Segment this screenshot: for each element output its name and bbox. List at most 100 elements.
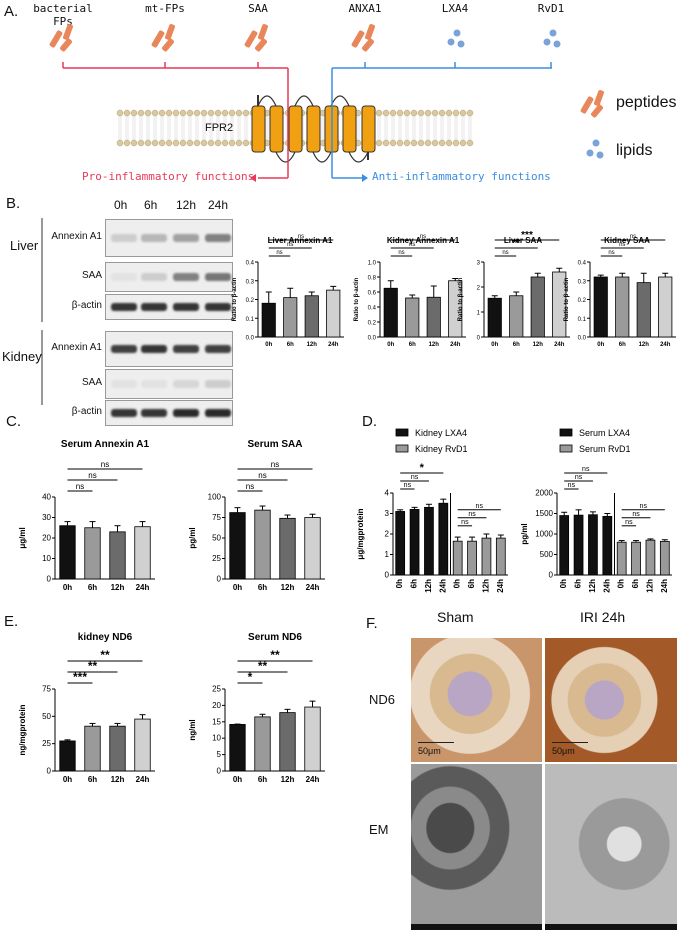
x-tick-label: 12h [111,775,125,784]
sig-label: *** [521,230,533,241]
chart-8: 0 25 50 75 ng/mgprotein kidney ND6 0h 6h 12h 24h *… [18,632,155,784]
fpr2-receptor [251,95,376,163]
scalebar-sham [418,742,454,743]
lipid-icon [543,38,551,46]
y-axis-label: Ratio to β-actin [232,277,238,321]
bar [279,712,296,772]
lipid-head [389,139,397,147]
loop [275,151,296,163]
panel-d-label: D. [362,413,377,430]
legend-label: Serum RvD1 [579,444,631,454]
lipid-head [452,109,460,117]
sig-label: ns [575,474,583,481]
panel-a-label: A. [4,3,19,20]
blot-row-label: SAA [81,377,102,388]
legend-label: Kidney RvD1 [415,444,468,454]
x-tick-label: 24h [496,579,505,593]
y-tick-label: 0.6 [368,291,377,297]
peptide-icon [151,30,165,48]
loop [257,95,277,107]
bar [487,297,502,338]
lipid-head [144,109,152,117]
y-tick-label: 10 [212,734,221,743]
bar [279,517,296,580]
y-tick-label: 2000 [535,489,553,498]
y-tick-label: 0 [549,571,554,580]
sig-label: ns [276,250,282,256]
lipid-head [410,109,418,117]
lipid-head [123,109,131,117]
blot-band [111,273,137,281]
peptide-icon [60,38,72,52]
y-tick-label: 75 [212,513,221,522]
bar [84,527,101,580]
lipids-icon [586,139,604,159]
blot-band [111,234,137,242]
lipid-head [214,109,222,117]
y-axis-label: Ratio to β-actin [564,277,570,321]
peptide-icon [365,24,375,40]
y-axis-label: μg/mgprotein [356,508,365,559]
loop [312,151,332,163]
lipid-head [382,109,390,117]
legend-lipids: lipids [616,142,653,159]
blot-strip [105,369,233,399]
chart-title: kidney ND6 [78,632,133,643]
x-tick-label: 6h [88,583,97,592]
chart-4: 0 10 20 30 40 μg/ml Serum Annexin A1 0h 6h 12h 24h… [18,439,155,592]
lipid-head [158,109,166,117]
row-nd6: ND6 [369,692,396,707]
y-tick-label: 0 [385,571,390,580]
blot-row-label: β-actin [71,300,102,311]
x-tick-label: 6h [513,342,520,348]
sig-label: ns [632,511,640,518]
x-tick-label: 12h [281,583,295,592]
sig-label: ns [88,471,96,480]
y-tick-label: 1 [477,311,481,317]
panel-e-label: E. [4,613,19,630]
lipid-head [396,109,404,117]
group-kidney: Kidney [2,349,42,364]
x-tick-label: 12h [533,342,544,348]
micrograph-iri-em [545,764,677,924]
bar [405,297,420,338]
sig-label: ns [461,519,469,526]
peptide-icon [63,24,73,40]
x-tick-label: 12h [429,342,440,348]
sig-label: ** [88,659,98,673]
y-tick-label: 2 [477,286,481,292]
bar [658,276,673,338]
y-tick-label: 500 [540,550,554,559]
y-tick-label: 25 [212,554,221,563]
y-tick-label: 1000 [535,530,553,539]
bar [636,282,651,338]
blot-band [141,234,167,242]
x-tick-label: 0h [395,579,404,588]
blot-band [173,303,199,311]
lipid-head [116,109,124,117]
lipid-head [431,139,439,147]
y-tick-label: 50 [42,712,51,721]
blot-strip [105,262,233,292]
bar [304,295,319,338]
x-tick-label: 6h [409,342,416,348]
sig-label: ** [512,238,520,249]
blot-row-label: Annexin A1 [51,342,102,353]
y-tick-label: 5 [217,750,222,759]
y-tick-label: 1.0 [368,261,377,267]
sig-label: ns [404,482,412,489]
sig-label: ns [398,250,404,256]
micrograph-sham-em [411,764,542,924]
sig-label: ns [298,234,304,240]
bar [452,540,463,576]
x-tick-label: 12h [424,579,433,593]
blot-row-label: SAA [81,270,102,281]
sig-label: * [420,462,425,474]
lipid-head [137,139,145,147]
ligand-label: ANXA1 [348,2,382,15]
bar [481,537,492,576]
lipid-head [445,109,453,117]
